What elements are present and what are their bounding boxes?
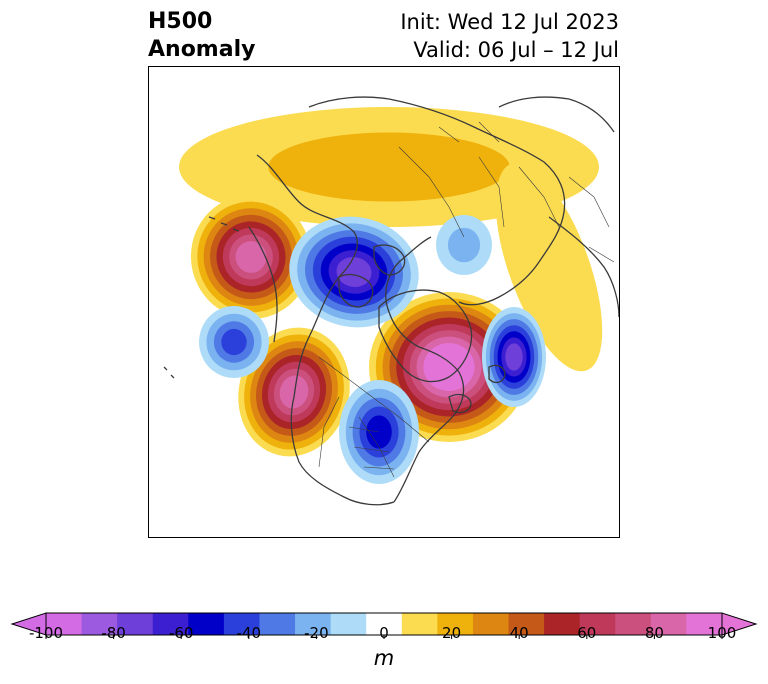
colorbar-segment: [366, 613, 403, 635]
title-line-2: Anomaly: [148, 37, 256, 62]
colorbar-segment: [259, 613, 296, 635]
time-info: Init: Wed 12 Jul 2023 Valid: 06 Jul – 12…: [400, 8, 619, 64]
colorbar-segment: [686, 613, 723, 635]
coastlines: [163, 96, 619, 506]
map-canvas: [163, 96, 619, 506]
colorbar-segment: [472, 613, 510, 635]
colorbar-segment: [330, 613, 367, 635]
anomaly-contours: [179, 107, 603, 484]
valid-period: Valid: 06 Jul – 12 Jul: [413, 38, 619, 62]
colorbar-tick-label: 80: [644, 624, 664, 642]
colorbar-tick-label: 20: [442, 624, 462, 642]
colorbar-segment: [81, 613, 118, 635]
colorbar-segment: [117, 613, 154, 635]
colorbar: [10, 612, 758, 639]
colorbar-tick-label: 100: [707, 624, 737, 642]
colorbar-tick-label: -40: [236, 624, 262, 642]
anomaly-contour: [505, 343, 523, 371]
colorbar-segment: [295, 613, 332, 635]
colorbar-tick-label: -20: [304, 624, 329, 642]
colorbar-tick-label: -100: [28, 624, 64, 642]
anomaly-contour: [279, 375, 309, 409]
colorbar-segment: [152, 613, 189, 635]
borders: [318, 121, 615, 478]
colorbar-tick-label: 0: [379, 624, 389, 642]
colorbar-segment: [46, 613, 83, 635]
colorbar-tick-label: -60: [168, 624, 194, 642]
colorbar-tick-label: 60: [577, 624, 597, 642]
map-title: H500 Anomaly: [148, 8, 255, 64]
title-line-1: H500: [148, 9, 213, 34]
colorbar-unit-label: m: [373, 646, 395, 670]
colorbar-segment: [437, 613, 474, 635]
anomaly-contour: [268, 132, 510, 202]
anomaly-contour: [495, 162, 603, 372]
colorbar-tick-label: 40: [509, 624, 529, 642]
anomaly-contour: [447, 227, 481, 263]
colorbar-segment: [223, 613, 260, 635]
colorbar-segment: [650, 613, 687, 635]
anomaly-map: [148, 66, 620, 538]
colorbar-segment: [508, 613, 545, 635]
colorbar-segment: [188, 613, 225, 635]
anomaly-contour: [235, 241, 267, 273]
colorbar-segment: [615, 613, 652, 635]
anomaly-contour: [430, 349, 468, 385]
colorbar-segment: [544, 613, 581, 635]
colorbar-tick-label: -80: [101, 624, 126, 642]
init-time: Init: Wed 12 Jul 2023: [400, 10, 619, 34]
anomaly-contour: [336, 257, 372, 287]
colorbar-segments: [10, 612, 758, 639]
colorbar-segment: [401, 613, 438, 635]
colorbar-segment: [579, 613, 616, 635]
anomaly-contour: [221, 328, 247, 356]
